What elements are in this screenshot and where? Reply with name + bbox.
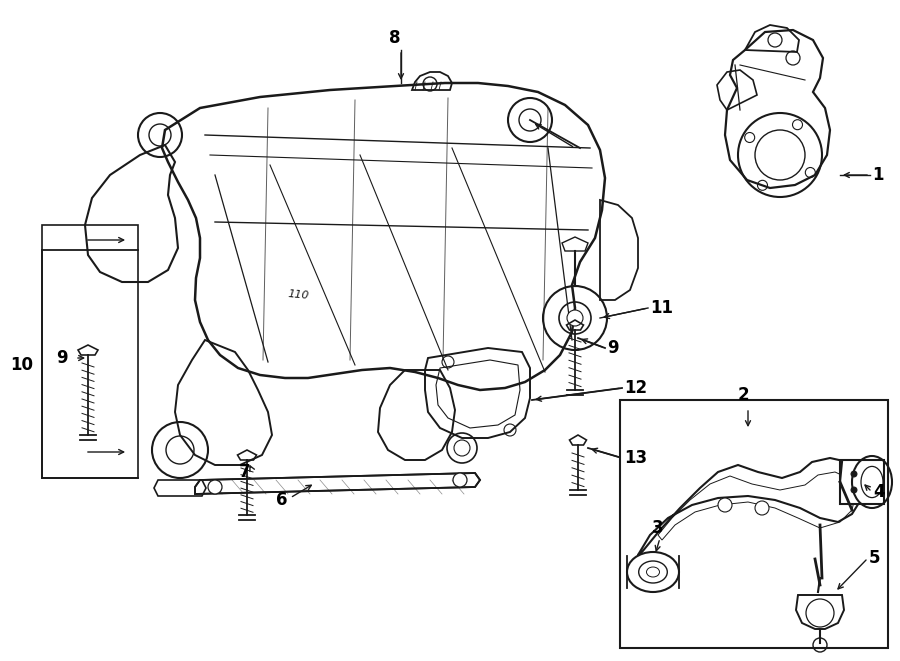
Text: 8: 8	[389, 29, 400, 47]
Circle shape	[851, 487, 857, 493]
Text: 9: 9	[56, 349, 68, 367]
Text: 1: 1	[872, 166, 884, 184]
Text: 110: 110	[287, 289, 309, 301]
Circle shape	[755, 501, 769, 515]
Polygon shape	[195, 473, 480, 494]
Text: 7: 7	[239, 463, 251, 481]
Circle shape	[208, 480, 222, 494]
Text: 9: 9	[607, 339, 618, 357]
Circle shape	[718, 498, 732, 512]
Circle shape	[453, 473, 467, 487]
Text: 2: 2	[737, 386, 749, 404]
Text: 10: 10	[11, 356, 33, 374]
Text: 5: 5	[869, 549, 880, 567]
Text: 11: 11	[650, 299, 673, 317]
Circle shape	[851, 471, 857, 477]
Text: 13: 13	[624, 449, 647, 467]
Circle shape	[567, 310, 583, 326]
Text: 12: 12	[624, 379, 647, 397]
Bar	[840, 460, 884, 504]
Ellipse shape	[646, 567, 660, 577]
Text: 4: 4	[873, 483, 885, 501]
Text: 6: 6	[276, 491, 288, 509]
Bar	[620, 400, 888, 648]
Text: 3: 3	[652, 519, 664, 537]
